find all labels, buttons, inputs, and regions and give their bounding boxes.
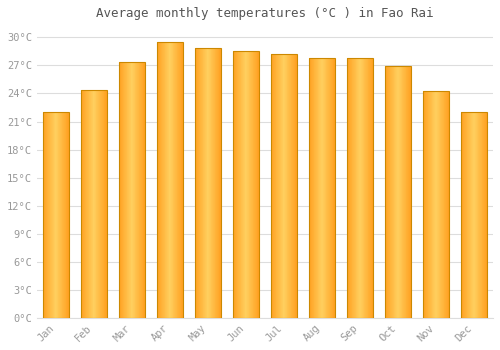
Bar [194, 48, 221, 318]
Bar [42, 112, 69, 318]
Bar [232, 51, 259, 318]
Bar [308, 58, 336, 318]
Bar [80, 90, 107, 318]
Bar [118, 62, 145, 318]
Bar [156, 42, 183, 318]
Bar [346, 58, 374, 318]
Bar [384, 66, 411, 318]
Bar [460, 112, 487, 318]
Bar [422, 91, 450, 318]
Title: Average monthly temperatures (°C ) in Fao Rai: Average monthly temperatures (°C ) in Fa… [96, 7, 434, 20]
Bar [270, 54, 297, 318]
